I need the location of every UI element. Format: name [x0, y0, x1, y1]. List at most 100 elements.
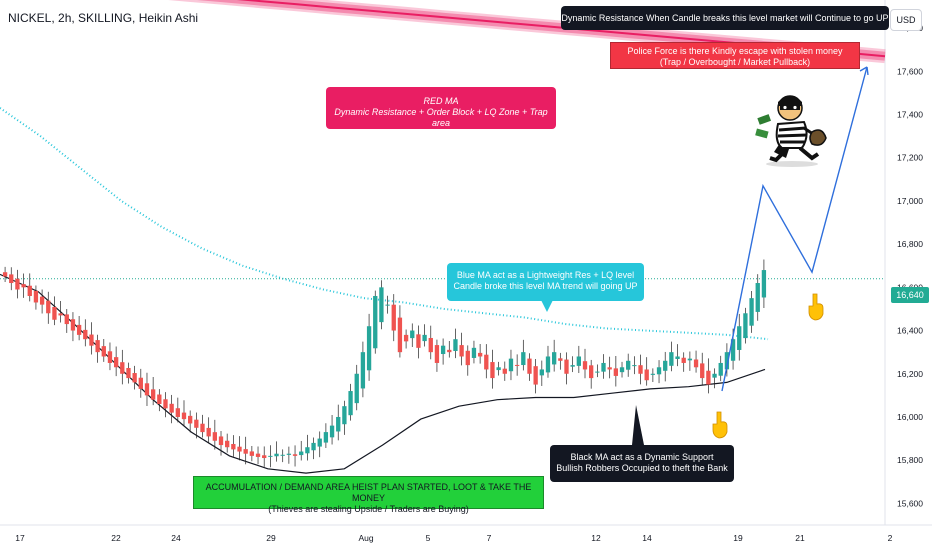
candle-body [225, 440, 230, 448]
candle-body [632, 365, 637, 367]
candle-body [589, 365, 594, 379]
candle-body [570, 365, 575, 367]
note-blue-ma: Blue MA act as a Lightweight Res + LQ le… [447, 263, 644, 301]
candle-body [607, 367, 612, 370]
candle-body [33, 290, 39, 303]
candle-body [336, 416, 341, 432]
candle-body [46, 300, 51, 314]
candle-body [268, 455, 273, 457]
price-tick-label: 15,600 [897, 498, 923, 508]
candle-body [354, 373, 359, 404]
candle-body [144, 383, 150, 396]
candle-body [743, 313, 748, 339]
note-dynamic-resistance-text: Dynamic Resistance When Candle breaks th… [561, 13, 889, 23]
candle-body [76, 324, 82, 335]
candle-body [379, 287, 384, 323]
candle-body [521, 352, 526, 366]
price-tick-label: 17,400 [897, 110, 923, 120]
note-red-ma: RED MA Dynamic Resistance + Order Block … [326, 87, 556, 129]
projection-path [721, 66, 868, 392]
time-tick-label: 19 [733, 533, 743, 543]
note-blue-ma-line2: Candle broke this level MA trend will go… [453, 281, 638, 291]
candle-body [9, 274, 14, 284]
candle-body [755, 283, 760, 312]
time-tick-label: 17 [15, 533, 25, 543]
candle-body [508, 358, 514, 372]
candle-body [249, 451, 255, 456]
candle-body [502, 368, 507, 374]
candle-body [262, 455, 267, 459]
pointer-hand-icon-shape [808, 293, 824, 321]
candle-body [681, 357, 686, 363]
currency-button[interactable]: USD [890, 9, 922, 31]
candle-body [737, 326, 742, 350]
candle-body [397, 317, 403, 353]
candle-body [64, 314, 69, 325]
time-tick-label: 29 [266, 533, 276, 543]
candle-body [638, 365, 643, 374]
candle-body [724, 352, 730, 370]
candle-body [761, 270, 767, 298]
price-tick-label: 16,800 [897, 239, 923, 249]
robber-icon [755, 95, 827, 167]
candle-body [718, 362, 723, 376]
note-police-force: Police Force is there Kindly escape with… [610, 42, 860, 69]
candle-body [545, 356, 551, 373]
candle-body [687, 358, 693, 361]
current-price-tag: 16,640 [891, 287, 929, 303]
candle-body [157, 394, 162, 405]
candle-body [323, 432, 329, 443]
price-tick-label: 17,600 [897, 66, 923, 76]
pointer-hand-icon-2-shape [712, 411, 728, 439]
candle-body [428, 337, 433, 353]
candle-body [373, 295, 378, 349]
candle-body [39, 296, 45, 305]
candle-body [385, 304, 390, 306]
candle-body [126, 367, 131, 379]
candle-body [21, 284, 26, 288]
candle-body [317, 438, 322, 447]
time-tick-label: 5 [426, 533, 431, 543]
candle-body [120, 362, 125, 374]
candle-body [299, 451, 304, 456]
candle-body [175, 408, 180, 417]
candle-body [274, 453, 279, 457]
candle-body [27, 285, 32, 296]
pointer-hand-icon [808, 293, 824, 321]
candle-body [644, 369, 649, 381]
candle-body [181, 412, 187, 420]
candle-body [422, 334, 427, 342]
candle-body [693, 359, 699, 368]
candle-body [595, 371, 600, 373]
candle-body [447, 349, 452, 353]
note-blue-ma-line1: Blue MA act as a Lightweight Res + LQ le… [456, 270, 635, 280]
candle-body [582, 361, 588, 370]
candle-body [558, 358, 563, 361]
candle-body [749, 298, 754, 326]
note-black-ma-line1: Black MA act as a Dynamic Support [570, 452, 714, 462]
candle-body [329, 425, 335, 438]
candle-body [218, 436, 224, 446]
candle-body [237, 446, 242, 452]
price-tick-label: 16,000 [897, 412, 923, 422]
candle-body [484, 354, 489, 370]
candle-body [366, 326, 372, 371]
candle-body [243, 449, 248, 454]
candle-body [194, 419, 199, 428]
candle-body [311, 442, 316, 451]
candle-body [15, 278, 20, 290]
candle-body [305, 447, 310, 454]
candle-body [650, 373, 656, 375]
time-tick-label: 2 [888, 533, 893, 543]
candle-body [490, 362, 495, 379]
candle-body [70, 319, 76, 331]
price-tick-label: 17,000 [897, 196, 923, 206]
candle-body [212, 432, 218, 441]
candle-body [83, 329, 88, 340]
note-black-ma: Black MA act as a Dynamic Support Bullis… [550, 445, 734, 482]
candle-body [255, 453, 261, 457]
candle-body [564, 359, 569, 374]
candle-body [89, 334, 94, 346]
candle-body [163, 399, 168, 409]
candle-body [2, 272, 8, 277]
